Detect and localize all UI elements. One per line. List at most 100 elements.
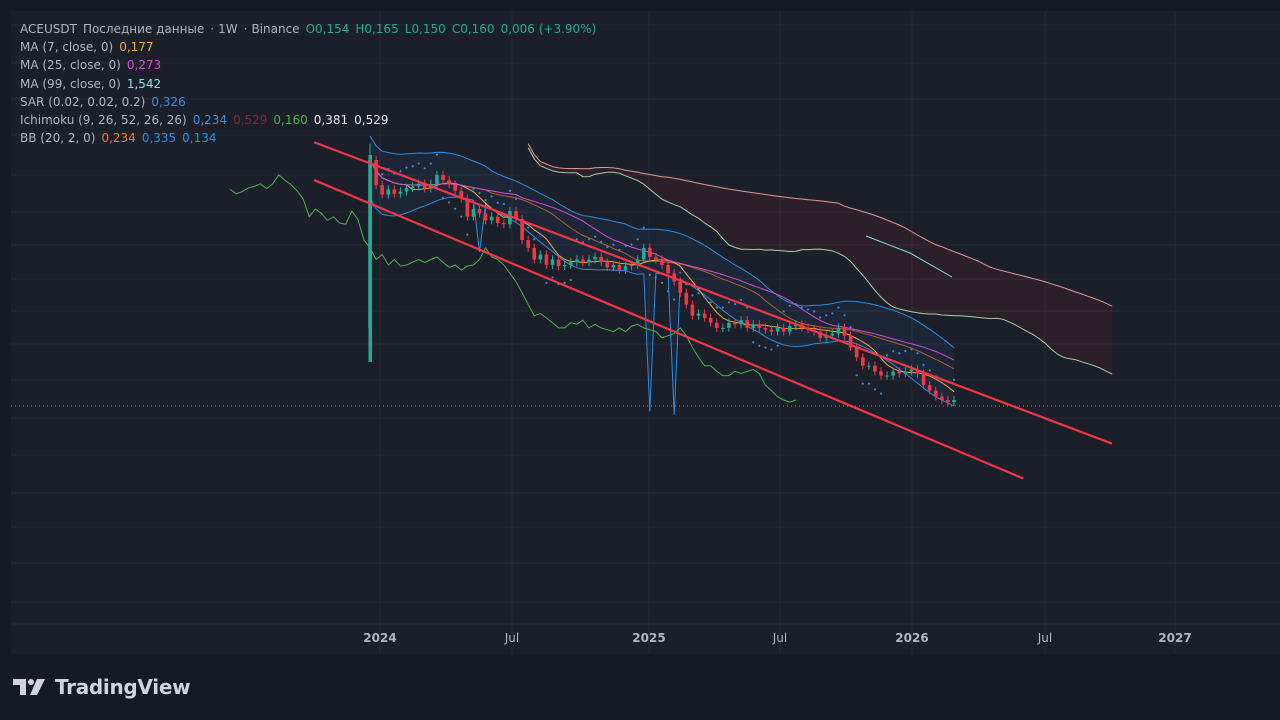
chart-pane[interactable]: 2024 Jul 2025 Jul 2026 Jul 2027 (11, 11, 1280, 654)
sar-dot (727, 301, 731, 304)
sar-dot (660, 281, 664, 284)
candle (721, 327, 725, 329)
sar-dot (922, 363, 925, 366)
indicator-value: 0,326 (151, 94, 186, 109)
candle (453, 184, 457, 191)
candle (909, 369, 914, 372)
sar-dot (825, 314, 828, 317)
sar-dot (691, 294, 694, 297)
indicator-name: MA (7, close, 0) (20, 40, 114, 55)
legend-symbol[interactable]: ACEUSDT (20, 22, 77, 36)
sar-dot (758, 344, 761, 347)
sar-dot (642, 226, 645, 229)
candle (781, 327, 786, 332)
candle (526, 240, 530, 248)
grid (11, 11, 1280, 654)
sar-dot (739, 298, 743, 302)
sar-dot (703, 296, 706, 299)
candle (867, 365, 871, 367)
legend-indicator-row[interactable]: MA (7, close, 0) 0,177 (20, 38, 602, 56)
candle (775, 327, 780, 332)
legend-indicator-row[interactable]: MA (25, close, 0) 0,273 (20, 56, 602, 74)
sar-dot (399, 170, 402, 173)
legend-change: 0,006 (+3.90%) (500, 22, 597, 36)
sar-dot (539, 233, 542, 236)
sar-dot (885, 354, 889, 357)
candle (538, 254, 543, 260)
candle (520, 219, 524, 241)
candle (879, 371, 883, 376)
sar-dot (898, 352, 901, 355)
candle (763, 327, 768, 330)
indicator-value: 0,177 (119, 40, 154, 55)
indicator-value: 0,529 (354, 113, 389, 128)
sar-dot (873, 388, 877, 391)
candle (885, 375, 889, 377)
candle (903, 371, 908, 374)
candle (708, 317, 713, 323)
sar-dot (405, 166, 408, 169)
sar-dot (624, 244, 627, 247)
candle (587, 259, 591, 263)
sar-dot (411, 165, 414, 168)
legend-indicator-row[interactable]: MA (99, close, 0) 1,542 (20, 75, 602, 93)
legend-close: C0,160 (451, 22, 495, 36)
sar-dot (527, 226, 530, 229)
sar-dot (593, 235, 597, 238)
sar-dot (429, 162, 432, 165)
candle (702, 313, 707, 318)
candle (532, 247, 537, 260)
sar-dot (423, 167, 426, 170)
candle (599, 256, 603, 263)
support-trendline (313, 179, 1024, 480)
candle (617, 264, 622, 271)
sar-dot (776, 344, 779, 347)
candle (368, 155, 372, 362)
sar-dot (466, 233, 469, 236)
sar-dot (715, 306, 718, 309)
legend-indicator-row[interactable]: BB (20, 2, 0) 0,234 0,335 0,134 (20, 129, 602, 147)
candle (818, 331, 822, 338)
trendlines (11, 141, 1280, 480)
candle (380, 185, 384, 195)
indicator-name: MA (25, close, 0) (20, 58, 121, 73)
candle (556, 259, 561, 267)
sar-dot (618, 248, 621, 251)
sar-dot (843, 314, 846, 317)
sar-dot (460, 215, 463, 218)
sar-dot (575, 238, 578, 241)
candle (489, 216, 494, 221)
indicator-list: MA (7, close, 0) 0,177 MA (25, close, 0) 0,… (20, 38, 602, 147)
sar-dot (447, 201, 451, 204)
x-tick-label: 2027 (1158, 631, 1191, 645)
bb-upper (369, 135, 955, 349)
sar-dot (697, 292, 700, 295)
sar-dot (533, 238, 536, 241)
tradingview-logo[interactable]: TradingView (13, 675, 191, 699)
sar-dot (490, 195, 493, 198)
candle (581, 259, 585, 263)
legend-indicator-row[interactable]: Ichimoku (9, 26, 52, 26, 26) 0,234 0,529 0,… (20, 111, 602, 129)
indicator-value: 0,134 (182, 131, 217, 146)
candle (751, 324, 756, 328)
chart-legend: ACEUSDT Последние данные · 1W · Binance O0,154… (20, 20, 602, 147)
candle (648, 247, 652, 257)
candle (410, 186, 415, 188)
candle (635, 259, 640, 265)
candle (416, 183, 421, 187)
candle (727, 322, 731, 328)
price-chart[interactable]: 2024 Jul 2025 Jul 2026 Jul 2027 (11, 11, 1280, 654)
sar-dot (478, 191, 481, 195)
candle (940, 396, 944, 400)
sar-dot (928, 369, 931, 372)
ichimoku-cloud (527, 143, 1113, 375)
time-axis: 2024 Jul 2025 Jul 2026 Jul 2027 (363, 631, 1191, 645)
sar-dot (721, 306, 724, 309)
candle (629, 264, 634, 267)
legend-interval[interactable]: 1W (218, 22, 238, 36)
legend-indicator-row[interactable]: SAR (0.02, 0.02, 0.2) 0,326 (20, 93, 602, 111)
candle (465, 198, 470, 217)
candle (654, 256, 658, 260)
candle (392, 189, 397, 194)
sar-dot (587, 238, 591, 241)
